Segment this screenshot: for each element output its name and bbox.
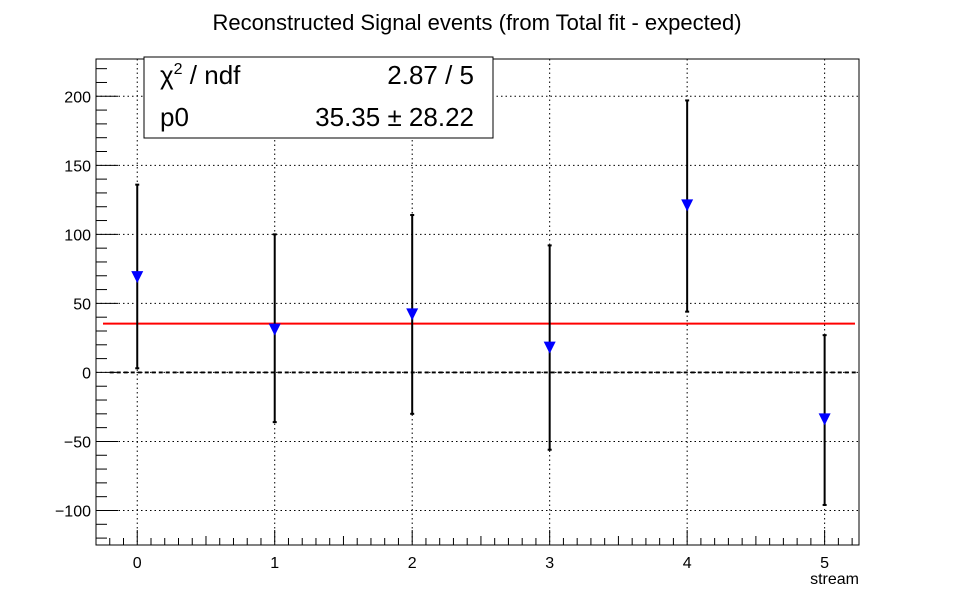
stats-row-p0-label: p0 bbox=[160, 102, 189, 132]
x-tick-label: 1 bbox=[270, 555, 279, 572]
y-tick-label: 100 bbox=[64, 227, 91, 244]
data-point-marker bbox=[818, 413, 831, 426]
chi2-label-rest: / ndf bbox=[183, 60, 242, 90]
x-tick-label: 0 bbox=[133, 555, 142, 572]
stats-row-chi2-label: χ2 / ndf bbox=[160, 60, 241, 90]
data-points bbox=[131, 199, 831, 426]
data-point-marker bbox=[543, 341, 556, 354]
y-tick-label: −50 bbox=[64, 434, 91, 451]
y-tick-label: −100 bbox=[55, 503, 91, 520]
chi-superscript: 2 bbox=[174, 61, 183, 78]
reference-lines bbox=[103, 322, 857, 374]
y-tick-label: 0 bbox=[82, 365, 91, 382]
data-point-marker bbox=[406, 308, 419, 321]
data-point-marker bbox=[681, 199, 694, 212]
x-tick-label: 4 bbox=[683, 555, 692, 572]
stats-box: χ2 / ndf 2.87 / 5 p0 35.35 ± 28.22 bbox=[143, 56, 494, 139]
y-tick-label: 50 bbox=[73, 296, 91, 313]
stats-box-frame bbox=[143, 56, 494, 139]
y-tick-label: 200 bbox=[64, 89, 91, 106]
x-tick-label: 3 bbox=[545, 555, 554, 572]
x-tick-labels: 0 1 2 3 4 5 bbox=[133, 555, 829, 572]
y-tick-label: 150 bbox=[64, 158, 91, 175]
axis-ticks bbox=[96, 68, 853, 545]
x-tick-label: 5 bbox=[820, 555, 829, 572]
x-axis-label: stream bbox=[810, 571, 859, 588]
x-tick-label: 2 bbox=[408, 555, 417, 572]
chi-symbol: χ bbox=[160, 60, 174, 90]
chart-title: Reconstructed Signal events (from Total … bbox=[212, 10, 741, 35]
data-point-marker bbox=[131, 271, 144, 284]
error-bars bbox=[135, 99, 827, 506]
y-tick-labels: 200 150 100 50 0 −50 −100 bbox=[55, 89, 91, 520]
data-point-marker bbox=[268, 323, 281, 336]
stats-row-chi2-value: 2.87 / 5 bbox=[387, 60, 474, 90]
stats-row-p0-value: 35.35 ± 28.22 bbox=[315, 102, 474, 132]
